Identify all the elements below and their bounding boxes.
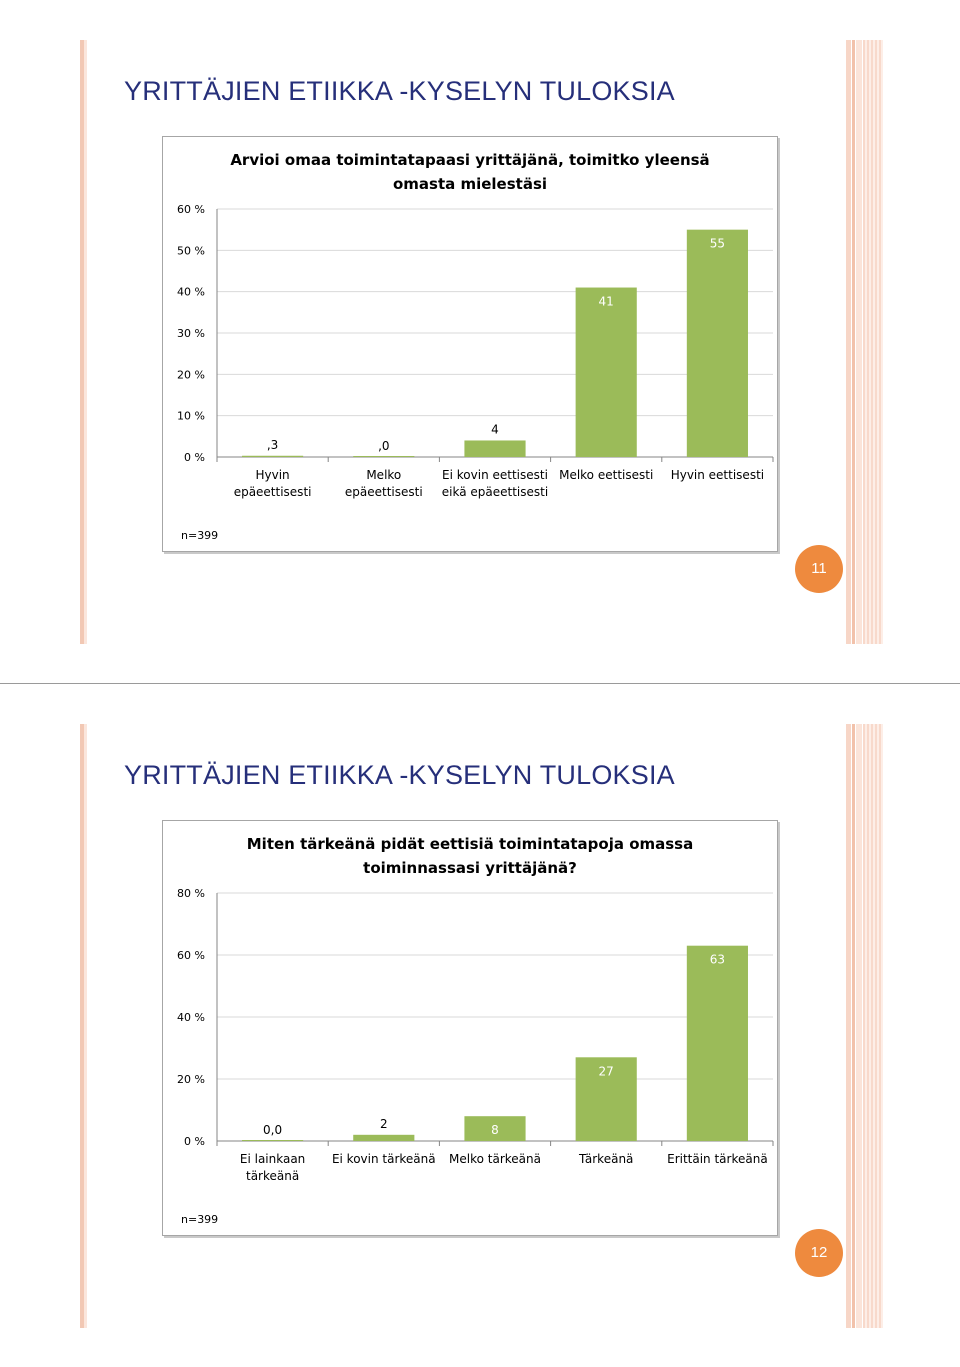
decorative-stripe [863,40,883,644]
chart-title-line: toiminnassasi yrittäjänä? [363,859,577,877]
page-number-badge: 11 [795,545,843,593]
y-tick-label: 10 % [177,410,205,423]
bar [575,1057,637,1141]
y-tick-label: 80 % [177,887,205,900]
x-category-label: epäeettisesti [345,485,423,499]
decorative-stripe [80,40,84,644]
decorative-stripe [856,724,862,1328]
chart-title-line: Arvioi omaa toimintatapaasi yrittäjänä, … [230,151,709,169]
chart-title-line: Miten tärkeänä pidät eettisiä toimintata… [247,835,693,853]
decorative-stripe [80,724,84,1328]
decorative-stripe [863,724,883,1328]
decorative-stripe [856,40,862,644]
slide-11: YRITTÄJIEN ETIIKKA -KYSELYN TULOKSIA Arv… [0,0,960,683]
x-category-label: Melko [366,468,401,482]
x-category-label: Melko eettisesti [559,468,653,482]
x-category-label: Ei kovin eettisesti [442,468,548,482]
y-tick-label: 0 % [184,1135,205,1148]
bar [353,1134,415,1141]
y-tick-label: 0 % [184,451,205,464]
data-label: 41 [599,295,614,309]
bar-chart-importance-of-ethics: Miten tärkeänä pidät eettisiä toimintata… [177,835,774,1226]
data-label: 55 [710,237,725,251]
y-tick-label: 60 % [177,949,205,962]
chart-frame: Miten tärkeänä pidät eettisiä toimintata… [162,820,778,1236]
bar [353,456,415,457]
y-tick-label: 40 % [177,1011,205,1024]
decorative-stripe [84,724,87,1328]
bar [686,229,748,457]
decorative-stripe [846,40,851,644]
data-label: 27 [599,1064,614,1078]
bar [242,1140,304,1141]
data-label: 2 [380,1117,388,1131]
x-category-label: Ei lainkaan [240,1152,305,1166]
bar [464,1116,526,1141]
x-category-label: epäeettisesti [234,485,312,499]
y-tick-label: 20 % [177,1073,205,1086]
data-label: 4 [491,422,499,436]
page-number-badge: 12 [795,1229,843,1277]
x-category-label: Ei kovin tärkeänä [332,1152,436,1166]
x-category-label: Tärkeänä [578,1152,633,1166]
y-tick-label: 40 % [177,286,205,299]
y-tick-label: 60 % [177,203,205,216]
bar [575,287,637,457]
data-label: 8 [491,1123,499,1137]
decorative-stripe [852,724,855,1328]
slide-heading: YRITTÄJIEN ETIIKKA -KYSELYN TULOKSIA [124,76,675,106]
data-label: ,3 [267,438,278,452]
data-label: 0,0 [263,1123,282,1137]
bar [242,455,304,457]
bar [686,945,748,1141]
bar [464,440,526,457]
chart-frame: Arvioi omaa toimintatapaasi yrittäjänä, … [162,136,778,552]
chart-title-line: omasta mielestäsi [393,175,547,193]
x-category-label: Hyvin [256,468,290,482]
x-category-label: Erittäin tärkeänä [667,1152,768,1166]
page-separator [0,683,960,684]
y-tick-label: 20 % [177,368,205,381]
x-category-label: Hyvin eettisesti [671,468,764,482]
x-category-label: eikä epäeettisesti [442,485,548,499]
y-tick-label: 50 % [177,244,205,257]
x-category-label: tärkeänä [246,1169,299,1183]
data-label: 63 [710,953,725,967]
y-tick-label: 30 % [177,327,205,340]
sample-size-note: n=399 [181,1213,218,1226]
slide-heading: YRITTÄJIEN ETIIKKA -KYSELYN TULOKSIA [124,760,675,790]
decorative-stripe [84,40,87,644]
decorative-stripe [852,40,855,644]
bar-chart-ethics-self-assessment: Arvioi omaa toimintatapaasi yrittäjänä, … [177,151,774,542]
slide-12: YRITTÄJIEN ETIIKKA -KYSELYN TULOKSIA Mit… [0,684,960,1367]
data-label: ,0 [378,439,389,453]
sample-size-note: n=399 [181,529,218,542]
x-category-label: Melko tärkeänä [449,1152,541,1166]
decorative-stripe [846,724,851,1328]
